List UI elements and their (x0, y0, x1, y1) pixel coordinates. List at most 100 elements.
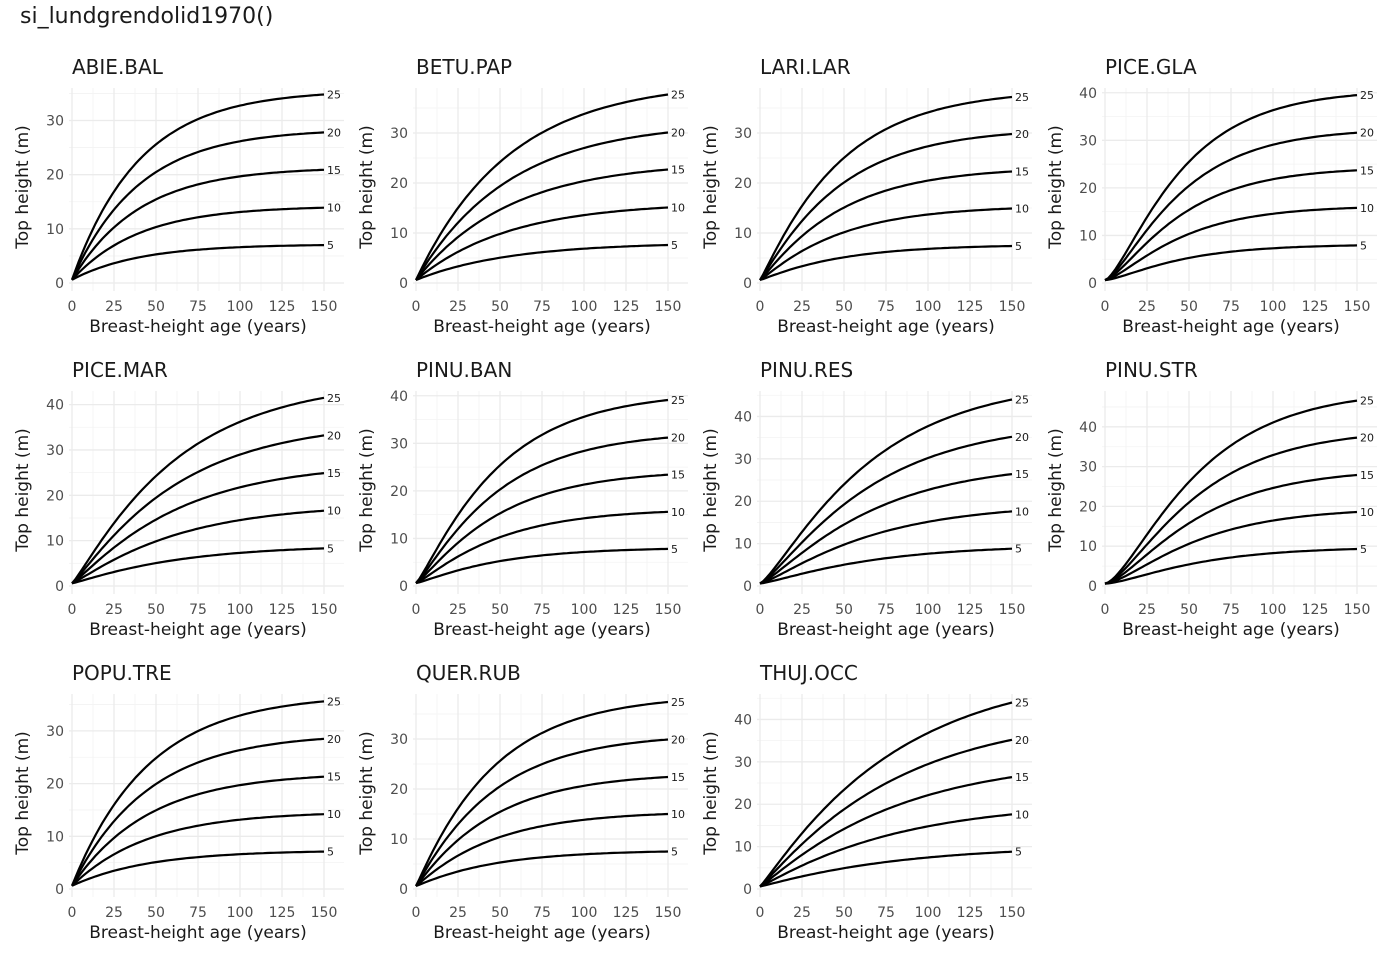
curve-label: 25 (1360, 395, 1374, 408)
y-tick-label: 0 (399, 276, 408, 292)
x-tick-label: 100 (915, 602, 942, 618)
curve-si-10 (1104, 510, 1358, 585)
x-tick-label: 50 (147, 602, 165, 618)
x-tick-label: 125 (957, 299, 984, 315)
curve-si-25 (759, 701, 1013, 888)
panel-quer-rub: 0 25 50 75 100 125 150 0 10 20 30 QUER.RUB Breast-he… (357, 661, 688, 943)
curve-label: 5 (327, 846, 334, 859)
x-tick-label: 75 (189, 602, 207, 618)
y-tick-label: 0 (55, 579, 64, 595)
curve-si-15 (71, 775, 325, 887)
y-axis-label: Top height (m) (1046, 125, 1066, 250)
y-tick-label: 0 (399, 882, 408, 898)
panel-title: LARI.LAR (760, 55, 851, 79)
x-tick-label: 100 (227, 905, 254, 921)
y-tick-label: 10 (1079, 228, 1097, 244)
curve-label: 5 (671, 543, 678, 556)
curve-label: 10 (1360, 202, 1374, 215)
x-tick-label: 25 (105, 905, 123, 921)
y-tick-label: 40 (734, 712, 752, 728)
curve-label: 5 (327, 542, 334, 555)
y-axis-label: Top height (m) (701, 125, 721, 250)
x-tick-label: 0 (68, 602, 77, 618)
x-tick-label: 0 (412, 299, 421, 315)
panel-title: PICE.GLA (1105, 55, 1197, 79)
y-tick-label: 10 (734, 537, 752, 553)
x-tick-label: 25 (1138, 602, 1156, 618)
x-tick-label: 125 (957, 602, 984, 618)
curve-si-15 (759, 170, 1013, 281)
y-axis-label: Top height (m) (357, 428, 377, 553)
x-tick-label: 125 (613, 299, 640, 315)
curve-si-15 (415, 775, 669, 887)
y-tick-label: 0 (55, 276, 64, 292)
x-axis-label: Breast-height age (years) (89, 620, 307, 640)
curve-label: 15 (671, 164, 685, 177)
x-tick-label: 50 (1180, 602, 1198, 618)
curve-label: 20 (671, 127, 685, 140)
y-tick-label: 30 (390, 732, 408, 748)
curve-si-5 (759, 850, 1013, 888)
y-tick-label: 10 (390, 226, 408, 242)
y-tick-label: 20 (1079, 499, 1097, 515)
curve-si-5 (71, 850, 324, 887)
x-tick-label: 150 (655, 905, 682, 921)
x-tick-label: 50 (835, 905, 853, 921)
curve-si-20 (415, 131, 669, 281)
x-tick-label: 125 (957, 905, 984, 921)
x-tick-label: 0 (412, 905, 421, 921)
curve-si-25 (759, 95, 1013, 281)
curve-label: 25 (671, 696, 685, 709)
y-axis-label: Top height (m) (701, 428, 721, 553)
curve-label: 10 (671, 808, 685, 821)
x-tick-label: 125 (1302, 602, 1329, 618)
x-tick-label: 50 (491, 602, 509, 618)
y-tick-label: 30 (734, 452, 752, 468)
curve-si-25 (415, 93, 669, 281)
curve-si-20 (759, 132, 1013, 281)
y-tick-label: 30 (390, 436, 408, 452)
curve-label: 10 (327, 202, 341, 215)
x-tick-label: 0 (68, 905, 77, 921)
x-axis-label: Breast-height age (years) (433, 923, 651, 943)
x-tick-label: 75 (877, 299, 895, 315)
curve-label: 5 (1360, 239, 1367, 252)
x-tick-label: 25 (105, 299, 123, 315)
curve-si-10 (71, 813, 325, 887)
x-tick-label: 150 (655, 299, 682, 315)
x-tick-label: 50 (147, 299, 165, 315)
y-tick-label: 10 (1079, 539, 1097, 555)
curve-si-5 (415, 243, 669, 282)
panel-title: BETU.PAP (416, 55, 512, 79)
x-tick-label: 25 (793, 299, 811, 315)
x-tick-label: 150 (999, 905, 1026, 921)
curve-si-5 (759, 244, 1013, 282)
curve-label: 10 (1015, 505, 1029, 518)
curve-si-10 (415, 510, 669, 585)
x-tick-label: 100 (1260, 602, 1287, 618)
y-tick-label: 10 (46, 829, 64, 845)
curve-label: 10 (327, 505, 341, 518)
curve-si-15 (759, 473, 1013, 585)
x-tick-label: 75 (533, 905, 551, 921)
x-tick-label: 50 (835, 299, 853, 315)
y-tick-label: 0 (1088, 579, 1097, 595)
curve-si-10 (759, 510, 1013, 585)
y-tick-label: 0 (743, 579, 752, 595)
x-tick-label: 0 (412, 602, 421, 618)
y-tick-label: 0 (399, 579, 408, 595)
x-tick-label: 75 (1222, 299, 1240, 315)
y-tick-label: 30 (46, 724, 64, 740)
x-tick-label: 150 (1344, 299, 1371, 315)
y-tick-label: 20 (46, 168, 64, 184)
panel-abie-bal: 0 25 50 75 100 125 150 0 10 20 30 ABIE.BAL Breast-he… (13, 55, 344, 337)
x-axis-label: Breast-height age (years) (777, 620, 995, 640)
x-tick-label: 0 (1101, 602, 1110, 618)
curve-si-20 (71, 434, 325, 585)
curve-si-15 (415, 473, 669, 584)
panel-title: THUJ.OCC (759, 661, 858, 685)
x-tick-label: 125 (269, 905, 296, 921)
curve-label: 15 (1360, 469, 1374, 482)
x-axis-label: Breast-height age (years) (433, 317, 651, 337)
